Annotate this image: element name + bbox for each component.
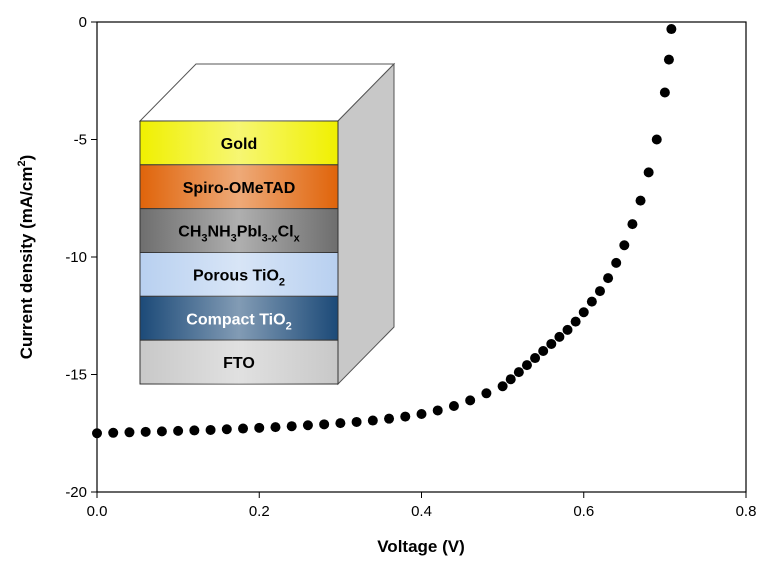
data-point: [571, 317, 581, 327]
layer-label-part: Cl: [278, 224, 294, 241]
layer-label-part: NH: [208, 224, 231, 241]
data-point: [335, 418, 345, 428]
data-point: [465, 395, 475, 405]
x-tick-label: 0.0: [87, 503, 108, 520]
layer-label: Gold: [221, 136, 257, 153]
x-tick-label: 0.4: [411, 503, 432, 520]
data-point: [141, 427, 151, 437]
data-point: [587, 297, 597, 307]
layer-label-part: Compact TiO: [186, 311, 285, 328]
layer-label-part: CH: [178, 224, 201, 241]
data-point: [319, 419, 329, 429]
data-point: [352, 417, 362, 427]
y-label-part: ): [17, 155, 36, 161]
data-point: [644, 167, 654, 177]
data-point: [579, 307, 589, 317]
x-tick-label: 0.6: [573, 503, 594, 520]
data-point: [546, 339, 556, 349]
y-tick-label: -10: [65, 249, 87, 266]
layer-label-sub: 3-x: [262, 233, 279, 245]
data-point: [652, 135, 662, 145]
data-point: [563, 325, 573, 335]
data-point: [603, 273, 613, 283]
data-point: [481, 388, 491, 398]
data-point: [238, 424, 248, 434]
data-point: [538, 346, 548, 356]
data-point: [506, 374, 516, 384]
data-point: [368, 416, 378, 426]
data-point: [384, 414, 394, 424]
data-point: [627, 219, 637, 229]
data-point: [287, 421, 297, 431]
y-tick-label: -5: [74, 132, 87, 149]
data-point: [660, 88, 670, 98]
x-tick-label: 0.2: [249, 503, 270, 520]
data-point: [189, 425, 199, 435]
data-point: [522, 360, 532, 370]
data-point: [303, 420, 313, 430]
data-point: [530, 353, 540, 363]
data-point: [664, 55, 674, 65]
data-point: [433, 405, 443, 415]
layer-label-sub: x: [294, 233, 301, 245]
layer-label-sub: 2: [279, 276, 285, 288]
data-point: [619, 240, 629, 250]
layer-label: Spiro-OMeTAD: [183, 180, 296, 197]
inset-side: [338, 64, 394, 384]
data-point: [498, 381, 508, 391]
data-point: [222, 424, 232, 434]
data-point: [449, 401, 459, 411]
data-point: [206, 425, 216, 435]
data-point: [636, 196, 646, 206]
data-point: [254, 423, 264, 433]
layer-label-sub: 2: [286, 320, 292, 332]
layer-label-part: Spiro-OMeTAD: [183, 180, 296, 197]
layer-label: FTO: [223, 355, 255, 372]
y-tick-label: -20: [65, 484, 87, 501]
layer-label-part: PbI: [237, 224, 262, 241]
x-axis-label: Voltage (V): [377, 537, 465, 556]
y-axis-label: Current density (mA/cm2): [16, 155, 36, 360]
data-point: [157, 426, 167, 436]
data-point: [666, 24, 676, 34]
x-tick-label: 0.8: [736, 503, 757, 520]
data-point: [124, 427, 134, 437]
y-tick-label: -15: [65, 367, 87, 384]
data-point: [514, 367, 524, 377]
layer-label-part: Porous TiO: [193, 267, 279, 284]
layer-label-part: Gold: [221, 136, 257, 153]
data-point: [270, 422, 280, 432]
data-point: [400, 412, 410, 422]
y-tick-label: 0: [79, 14, 87, 31]
chart: Voltage (V) Current density (mA/cm2) Gol…: [0, 0, 761, 569]
data-point: [417, 409, 427, 419]
data-point: [554, 332, 564, 342]
data-point: [108, 428, 118, 438]
y-label-part: Current density (mA/cm: [17, 167, 36, 360]
layer-label-part: FTO: [223, 355, 255, 372]
data-point: [92, 428, 102, 438]
data-point: [173, 426, 183, 436]
data-point: [611, 258, 621, 268]
data-point: [595, 286, 605, 296]
